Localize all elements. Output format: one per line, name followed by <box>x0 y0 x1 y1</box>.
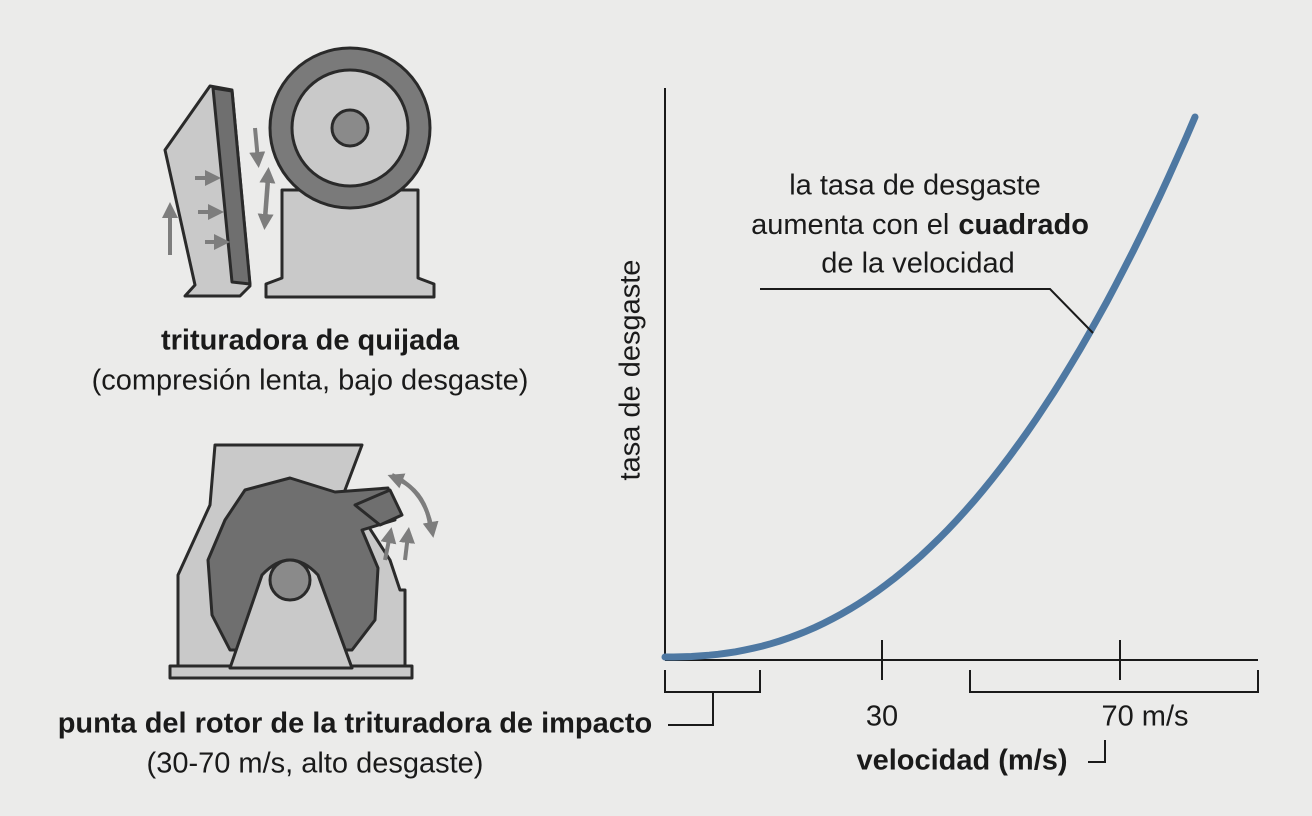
annotation: la tasa de desgaste <box>789 170 1041 202</box>
jaw-crusher-subtitle: (compresión lenta, bajo desgaste) <box>92 365 529 397</box>
annotation: aumenta con el cuadrado <box>751 209 1089 241</box>
annotation-leader <box>760 288 1094 334</box>
jaw-crusher-illustration <box>162 46 436 299</box>
impact-crusher-illustration <box>168 443 439 680</box>
annotation-emphasis: cuadrado <box>958 209 1089 241</box>
x-tick-label: 30 <box>866 701 898 733</box>
jaw-crusher-title: trituradora de quijada <box>161 325 460 357</box>
impact-crusher-title: punta del rotor de la trituradora de imp… <box>58 708 653 740</box>
wear-curve <box>661 113 1199 661</box>
y-axis-label: tasa de desgaste <box>615 260 647 481</box>
annotation-text: aumenta con el <box>751 209 949 241</box>
x-axis-label: velocidad (m/s) <box>856 745 1067 777</box>
x-tick-label: 70 m/s <box>1101 701 1188 733</box>
impact-crusher-subtitle: (30-70 m/s, alto desgaste) <box>147 748 484 780</box>
annotation: de la velocidad <box>821 248 1014 280</box>
axes <box>664 88 1259 763</box>
